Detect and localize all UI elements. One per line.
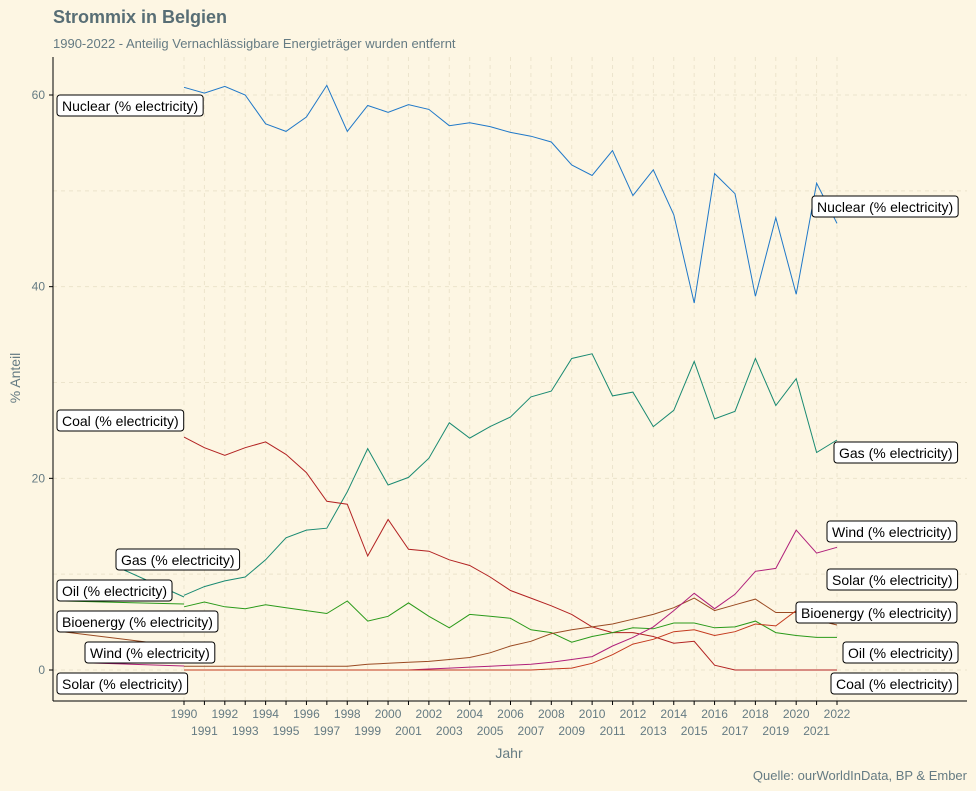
x-tick-label: 2001 <box>395 724 422 738</box>
label-text: Wind (% electricity) <box>832 524 952 540</box>
label-box <box>826 568 959 591</box>
label-text: Coal (% electricity) <box>836 676 953 692</box>
x-tick-label: 2012 <box>620 707 647 721</box>
label-box <box>56 672 189 695</box>
series-label-right: Gas (% electricity) <box>833 441 959 464</box>
x-tick-label: 2014 <box>660 707 687 721</box>
x-tick-label: 1993 <box>232 724 259 738</box>
label-box <box>826 520 958 543</box>
label-text: Oil (% electricity) <box>62 583 167 599</box>
x-tick-label: 2006 <box>497 707 524 721</box>
x-tick-label: 1992 <box>211 707 238 721</box>
label-text: Gas (% electricity) <box>121 552 235 568</box>
label-text: Gas (% electricity) <box>839 445 953 461</box>
axes: 0 20 40 60 1990 1991 1992 1993 1994 1995 1996 1997 1… <box>32 57 967 738</box>
series-label-left: Solar (% electricity) <box>56 672 189 695</box>
series-line <box>183 84 838 304</box>
label-text: Wind (% electricity) <box>90 645 210 661</box>
label-text: Bioenergy (% electricity) <box>801 605 952 621</box>
label-box <box>56 94 204 117</box>
series-line <box>184 597 838 667</box>
label-box <box>56 610 219 633</box>
x-tick-label: 2004 <box>456 707 483 721</box>
label-text: Solar (% electricity) <box>62 676 183 692</box>
label-text: Solar (% electricity) <box>832 572 953 588</box>
x-tick-label: 2000 <box>375 707 402 721</box>
chart-caption: Quelle: ourWorldInData, BP & Ember <box>753 768 968 783</box>
label-box <box>811 195 959 218</box>
x-tick-label: 2002 <box>416 707 443 721</box>
series-labels: Nuclear (% electricity) Coal (% electrici… <box>56 94 959 695</box>
x-tick-label: 2009 <box>558 724 585 738</box>
x-tick-label: 2018 <box>742 707 769 721</box>
series-line <box>183 600 837 643</box>
series-line <box>184 609 838 671</box>
x-tick-label: 2015 <box>681 724 708 738</box>
chart-subtitle: 1990-2022 - Anteilig Vernachlässigbare E… <box>53 36 456 51</box>
x-tick-label: 1991 <box>191 724 218 738</box>
y-tick-label: 60 <box>32 88 46 102</box>
series-line <box>183 353 838 596</box>
x-tick-label: 1994 <box>252 707 279 721</box>
label-text: Oil (% electricity) <box>848 645 953 661</box>
series-label-right: Bioenergy (% electricity) <box>795 601 958 624</box>
x-tick-label: 2007 <box>518 724 545 738</box>
series-line <box>183 436 837 671</box>
series-label-right: Coal (% electricity) <box>830 672 959 695</box>
label-box <box>795 601 958 624</box>
x-tick-label: 1996 <box>293 707 320 721</box>
label-box <box>842 641 959 664</box>
series-label-left: Wind (% electricity) <box>84 641 216 667</box>
x-tick-label: 1997 <box>313 724 340 738</box>
label-text: Coal (% electricity) <box>62 413 179 429</box>
x-tick-label: 2008 <box>538 707 565 721</box>
series-label-left: Bioenergy (% electricity) <box>56 610 219 646</box>
x-tick-label: 2005 <box>477 724 504 738</box>
series-label-right: Nuclear (% electricity) <box>811 195 959 218</box>
x-tick-label: 2019 <box>762 724 789 738</box>
series-lines <box>183 84 838 671</box>
label-text: Bioenergy (% electricity) <box>62 614 213 630</box>
x-tick-label: 1990 <box>171 707 198 721</box>
x-tick-label: 2020 <box>783 707 810 721</box>
x-tick-label: 1998 <box>334 707 361 721</box>
y-axis-title: % Anteil <box>7 353 23 404</box>
series-label-right: Solar (% electricity) <box>826 568 959 591</box>
label-box <box>115 548 241 571</box>
series-label-right: Oil (% electricity) <box>842 641 959 664</box>
label-box <box>56 579 173 602</box>
x-tick-label: 2013 <box>640 724 667 738</box>
series-label-left: Coal (% electricity) <box>56 409 185 432</box>
x-axis-title: Jahr <box>495 745 523 761</box>
x-tick-label: 1999 <box>354 724 381 738</box>
label-box <box>833 441 959 464</box>
gridlines <box>53 57 967 701</box>
x-tick-label: 2017 <box>722 724 749 738</box>
x-tick-label: 2022 <box>824 707 851 721</box>
x-tick-label: 2010 <box>579 707 606 721</box>
label-box <box>84 641 216 664</box>
series-label-left: Oil (% electricity) <box>56 579 185 605</box>
x-tick-label: 2016 <box>701 707 728 721</box>
y-tick-label: 20 <box>32 471 46 485</box>
chart-title: Strommix in Belgien <box>53 7 227 27</box>
x-tick-label: 2021 <box>803 724 830 738</box>
y-tick-label: 40 <box>32 280 46 294</box>
x-tick-label: 2011 <box>600 724 626 738</box>
x-tick-label: 2003 <box>436 724 463 738</box>
label-box <box>830 672 959 695</box>
label-text: Nuclear (% electricity) <box>817 199 953 215</box>
label-box <box>56 409 185 432</box>
series-label-right: Wind (% electricity) <box>826 520 958 543</box>
label-text: Nuclear (% electricity) <box>62 98 198 114</box>
series-label-left: Nuclear (% electricity) <box>56 94 204 117</box>
series-label-left: Gas (% electricity) <box>115 548 241 598</box>
y-tick-label: 0 <box>38 663 45 677</box>
x-tick-label: 1995 <box>273 724 300 738</box>
